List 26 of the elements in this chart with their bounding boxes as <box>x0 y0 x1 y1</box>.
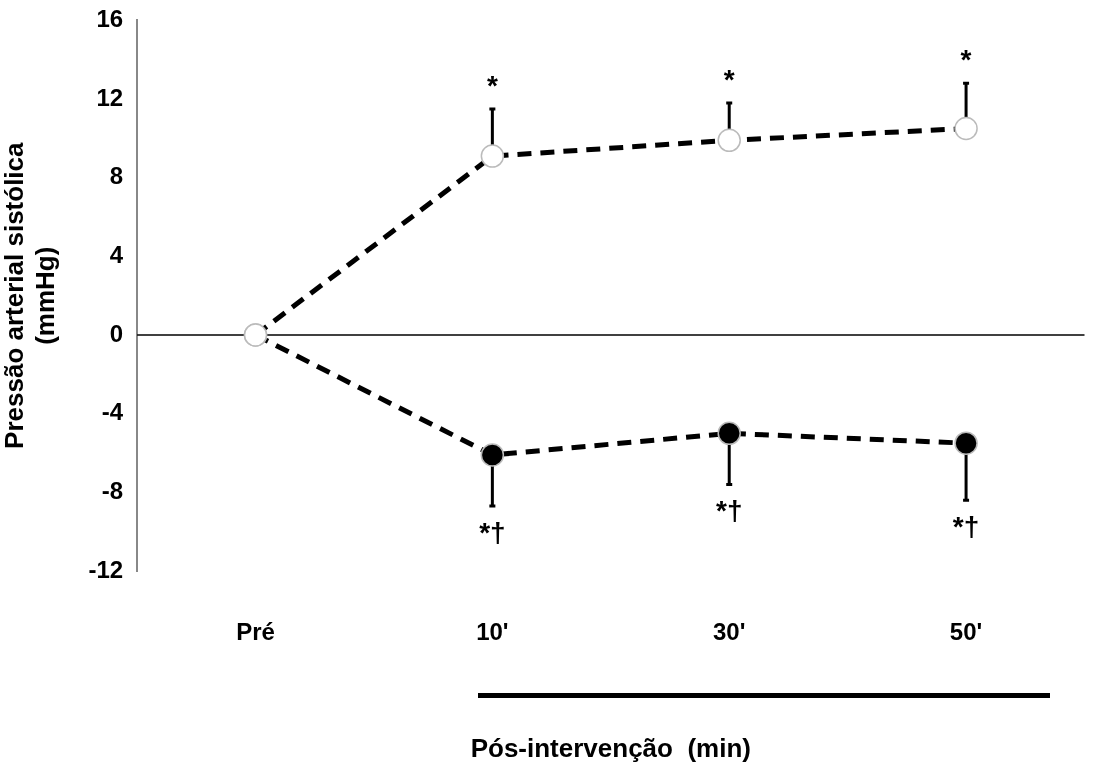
y-tick-label: 16 <box>96 5 124 33</box>
x-tick-label: 50' <box>949 618 983 646</box>
y-tick-label: 12 <box>96 83 124 111</box>
point <box>480 144 505 168</box>
annotation: * <box>723 63 735 95</box>
x-tick-label: Pré <box>236 618 275 646</box>
annotation: * <box>960 44 972 76</box>
annotation: *† <box>715 495 743 527</box>
point <box>717 128 741 153</box>
x-axis-title: Pós-intervenção (min) <box>470 732 751 763</box>
y-tick-label: -8 <box>101 476 124 504</box>
x-tick-label: 30' <box>713 618 746 646</box>
annotation: *† <box>952 510 980 542</box>
annotation: *† <box>479 516 506 548</box>
y-tick-label: 4 <box>109 241 124 268</box>
y-tick-label: 0 <box>109 319 124 347</box>
x-tick-label: 10' <box>476 618 509 646</box>
point <box>954 116 978 141</box>
y-tick-label: -12 <box>88 555 124 583</box>
point <box>954 431 978 455</box>
point <box>480 443 505 467</box>
annotation: * <box>486 69 498 101</box>
y-tick-label: 8 <box>109 162 124 190</box>
y-tick-label: -4 <box>101 398 124 426</box>
y-axis-title: Pressão arterial sistólica (mmHg) <box>0 141 60 449</box>
point <box>717 421 741 446</box>
